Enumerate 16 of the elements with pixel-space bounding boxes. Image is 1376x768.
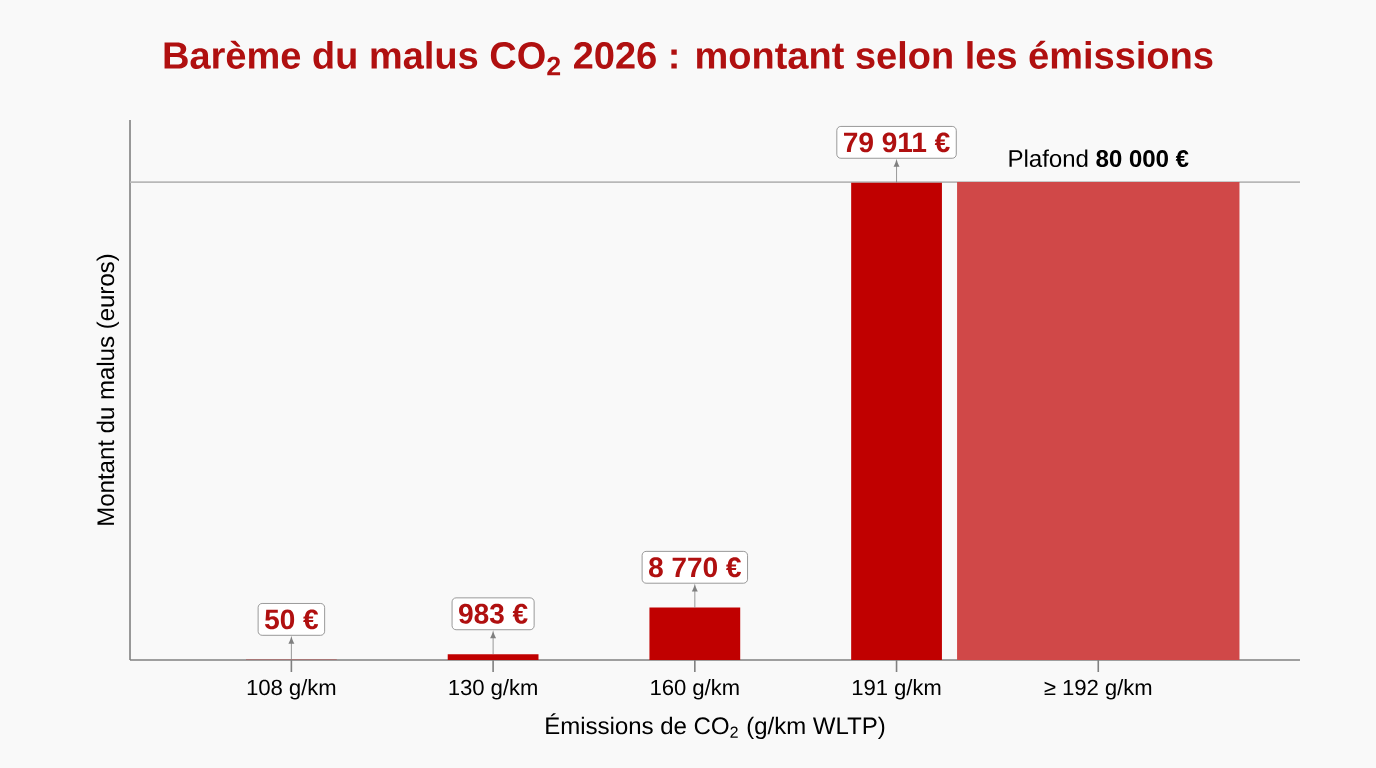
ref-line-label: Plafond 80 000 €	[1009, 149, 1189, 168]
data-label: 79 911 €	[844, 132, 950, 153]
data-label: 50 €	[264, 609, 319, 630]
bar	[649, 607, 741, 660]
bar	[447, 654, 539, 660]
x-tick-label: 160 g/km	[651, 679, 739, 700]
data-label: 8 770 €	[649, 557, 742, 578]
chart-title: Barème du malus CO$_{2}$ 2026 : montant selon les émissions	[164, 40, 1213, 76]
data-label: 983 €	[459, 603, 528, 624]
x-tick-label: 108 g/km	[247, 679, 336, 700]
y-axis-title: Montant du malus (euros)	[96, 254, 119, 525]
x-axis-title: Émissions de CO$_{2}$ (g/km WLTP)	[546, 713, 885, 740]
bar	[851, 182, 942, 660]
x-tick-label: 191 g/km	[852, 679, 941, 700]
x-tick-label: ≥ 192 g/km	[1044, 679, 1152, 700]
x-tick-label: 130 g/km	[449, 679, 537, 700]
